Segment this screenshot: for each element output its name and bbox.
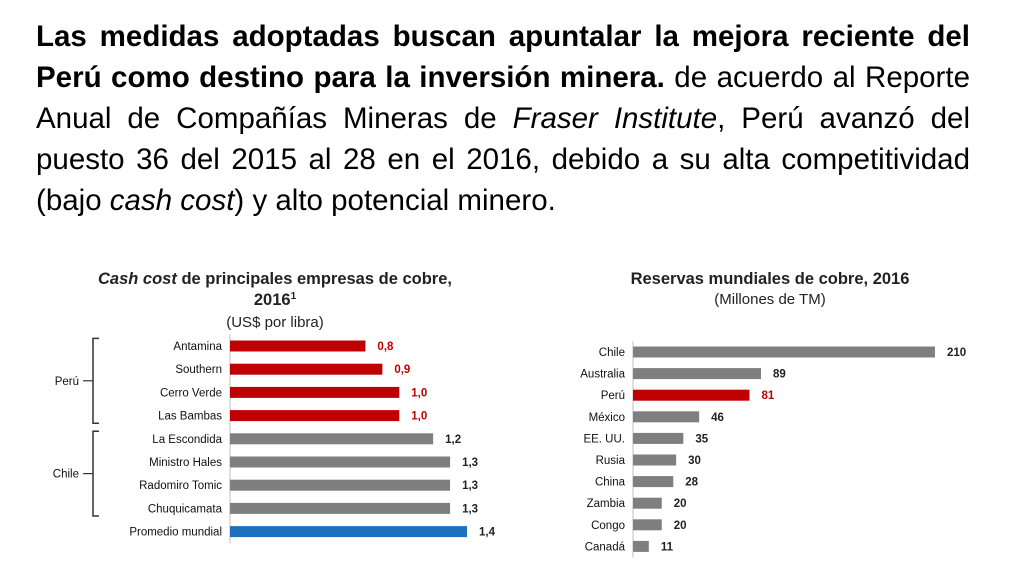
bar-rusia (633, 454, 677, 466)
value-label-rusia: 30 (688, 455, 701, 467)
category-label-australia: Australia (580, 369, 625, 381)
value-label-cerro-verde: 1,0 (411, 387, 427, 399)
bar-peru (633, 389, 750, 401)
bar-cerro-verde (230, 386, 400, 398)
bar-australia (633, 368, 761, 380)
value-label-chuquicamata: 1,3 (462, 503, 478, 515)
paragraph-text-3: ) y alto potencial minero. (234, 184, 556, 217)
category-label-canada: Canadá (585, 541, 626, 553)
value-label-china: 28 (685, 477, 698, 489)
lead-sentence: Las medidas adoptadas buscan apuntalar l… (36, 20, 970, 94)
cash-cost-chart-subtitle: (US$ por libra) (226, 314, 324, 331)
category-label-antamina: Antamina (173, 341, 222, 353)
reserves-chart-subtitle: (Millones de TM) (714, 291, 825, 308)
cash-cost-chart-year: 20161 (254, 291, 297, 309)
bar-chile (633, 346, 935, 358)
cash-cost-chart: Antamina 0,8 Southern 0,9 Cerro Verde 1,0 Las … (53, 334, 496, 544)
value-label-las-bambas: 1,0 (411, 411, 427, 423)
bar-china (633, 476, 674, 488)
main-paragraph: Las medidas adoptadas buscan apuntalar l… (36, 16, 970, 221)
value-label-chile: 210 (947, 347, 966, 359)
category-label-china: China (595, 477, 626, 489)
value-label-mexico: 46 (711, 412, 724, 424)
cash-cost-chart-title: Cash cost de principales empresas de cob… (98, 270, 452, 288)
category-label-peru: Perú (601, 390, 625, 402)
category-label-promedio-mundial: Promedio mundial (129, 527, 222, 539)
category-label-southern: Southern (175, 364, 222, 376)
category-label-rusia: Rusia (596, 455, 626, 467)
category-label-ee-uu: EE. UU. (583, 433, 625, 445)
reserves-chart: Chile 210 Australia 89 Perú 81 México 46 EE. UU.… (580, 341, 966, 558)
bar-ee-uu (633, 432, 684, 444)
bar-congo (633, 519, 662, 531)
group-label-chile: Chile (53, 469, 79, 481)
category-label-ministro-hales: Ministro Hales (149, 457, 222, 469)
bar-mexico (633, 411, 700, 423)
value-label-ee-uu: 35 (695, 433, 708, 445)
paragraph-text-1: de acuerdo al Reporte Anual de Compañías… (36, 61, 970, 135)
category-label-mexico: México (589, 412, 625, 424)
bar-southern (230, 363, 383, 375)
category-label-la-escondida: La Escondida (152, 434, 222, 446)
value-label-peru: 81 (761, 390, 774, 402)
value-label-promedio-mundial: 1,4 (479, 527, 496, 539)
value-label-australia: 89 (773, 369, 786, 381)
bar-chuquicamata (230, 502, 451, 514)
group-bracket-peru (92, 337, 99, 424)
bar-antamina (230, 340, 366, 352)
value-label-southern: 0,9 (394, 364, 410, 376)
paragraph-text-2: , Perú avanzó del puesto 36 del 2015 al … (36, 102, 971, 217)
category-label-radomiro-tomic: Radomiro Tomic (139, 480, 222, 492)
value-label-la-escondida: 1,2 (445, 434, 461, 446)
value-label-zambia: 20 (674, 498, 687, 510)
value-label-congo: 20 (674, 520, 687, 532)
group-bracket-chile (92, 430, 99, 517)
category-label-cerro-verde: Cerro Verde (160, 387, 222, 399)
bar-las-bambas (230, 410, 400, 422)
value-label-antamina: 0,8 (377, 341, 394, 353)
cash-cost-term: cash cost (109, 184, 235, 217)
bar-zambia (633, 497, 662, 509)
category-label-zambia: Zambia (587, 498, 626, 510)
value-label-canada: 11 (661, 541, 674, 553)
group-label-peru: Perú (55, 376, 79, 388)
category-label-las-bambas: Las Bambas (158, 411, 222, 423)
reserves-chart-title: Reservas mundiales de cobre, 2016 (631, 270, 910, 288)
bar-la-escondida (230, 433, 434, 445)
fraser-institute: Fraser Institute (512, 102, 718, 135)
bar-promedio-mundial (230, 526, 467, 538)
bar-canada (633, 540, 649, 552)
category-label-chuquicamata: Chuquicamata (148, 503, 223, 515)
bar-radomiro-tomic (230, 479, 451, 491)
category-label-congo: Congo (591, 520, 625, 532)
category-label-chile: Chile (599, 347, 625, 359)
value-label-radomiro-tomic: 1,3 (462, 480, 478, 492)
bar-ministro-hales (230, 456, 451, 468)
value-label-ministro-hales: 1,3 (462, 457, 478, 469)
